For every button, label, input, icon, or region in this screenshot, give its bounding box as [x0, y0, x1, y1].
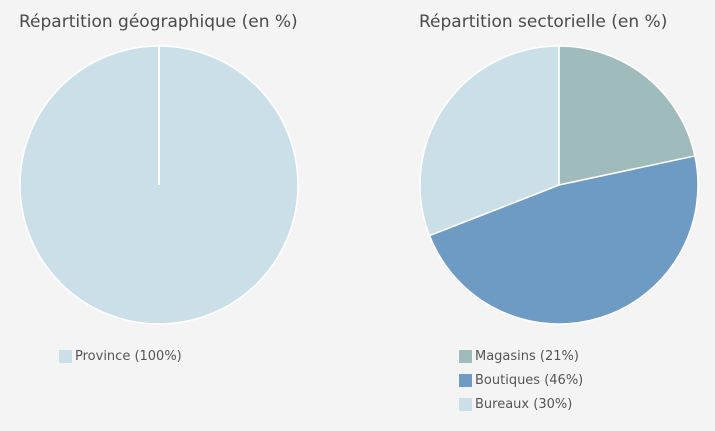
geographic-legend: Province (100%): [59, 344, 182, 368]
legend-swatch: [59, 349, 72, 363]
legend-label: Bureaux (30%): [475, 396, 573, 412]
legend-swatch: [459, 349, 472, 363]
legend-item-boutiques: Boutiques (46%): [459, 368, 583, 392]
geographic-pie-chart: [19, 45, 299, 325]
legend-item-province: Province (100%): [59, 344, 182, 368]
legend-label: Boutiques (46%): [475, 372, 584, 388]
legend-label: Province (100%): [75, 348, 182, 364]
legend-item-bureaux: Bureaux (30%): [459, 392, 583, 416]
chart-title: Répartition géographique (en %): [19, 12, 298, 32]
pie-slice-boutiques: [428, 155, 699, 325]
sector-chart-panel: Répartition sectorielle (en %) Magasins …: [357, 0, 715, 431]
pie-slice-magasins: [558, 45, 696, 186]
pie-slice-bureaux: [419, 45, 560, 237]
chart-title: Répartition sectorielle (en %): [419, 12, 668, 32]
sector-legend: Magasins (21%) Boutiques (46%) Bureaux (30…: [459, 344, 583, 416]
legend-swatch: [459, 373, 472, 387]
legend-swatch: [459, 397, 472, 411]
sector-pie-chart: [419, 45, 699, 325]
legend-label: Magasins (21%): [475, 348, 579, 364]
geographic-chart-panel: Répartition géographique (en %) Province…: [0, 0, 357, 431]
legend-item-magasins: Magasins (21%): [459, 344, 583, 368]
